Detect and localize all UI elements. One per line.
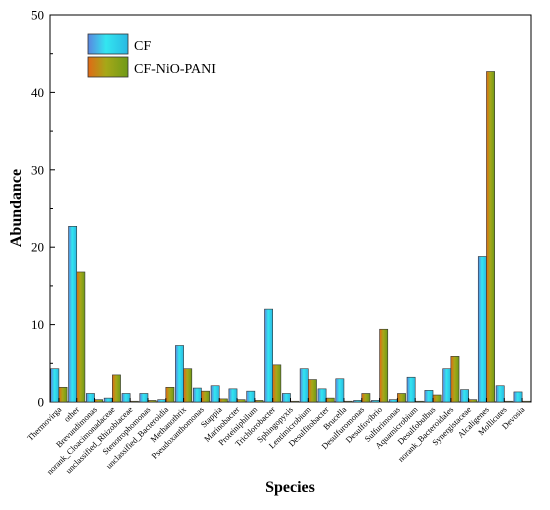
x-tick-label: Thermovirga [25,404,63,442]
bar-cf [353,400,363,403]
bar-cf-nio-pani [325,397,335,403]
bar-cf-nio-pani [361,393,371,403]
legend-swatch-cf [87,33,129,55]
bar-cf [50,368,60,403]
y-tick-label: 20 [31,240,44,255]
bar-cf [299,368,309,403]
bar-cf-nio-pani [58,386,68,403]
bar-cf-nio-pani [290,400,299,403]
bar-cf-nio-pani [147,400,157,403]
bar-cf [139,393,149,403]
bar-cf [460,389,469,403]
x-axis-labels: ThermovirgaotherBrevundimonasnorank_Cloa… [25,398,527,477]
bar-cf [477,256,487,403]
y-tick-label: 40 [31,85,44,100]
bar-cf-nio-pani [397,393,406,403]
bar-cf-nio-pani [503,400,513,403]
y-tick-label: 50 [31,8,44,23]
bar-cf-nio-pani [165,386,175,403]
bar-cf-nio-pani [450,356,460,403]
bar-cf-nio-pani [183,368,193,403]
bar-cf [246,390,256,403]
bar-cf-nio-pani [308,379,317,403]
bar-cf [406,376,416,403]
bar-cf-nio-pani [468,399,478,403]
bar-cf [86,393,95,403]
legend: CF CF-NiO-PANI [87,33,216,78]
y-axis: 0 10 20 30 40 50 [31,8,55,410]
bar-cf-nio-pani [414,400,424,403]
bar-cf [210,385,220,403]
legend-label-cf: CF [134,39,151,54]
legend-swatch-cf-nio-pani [87,56,129,78]
bar-cf-nio-pani [432,394,442,403]
y-axis-title: Abundance [8,169,25,247]
bar-cf [281,393,291,403]
bar-cf [513,391,523,403]
bar-cf [192,387,202,403]
x-axis-title: Species [265,479,315,496]
bar-cf-nio-pani [236,399,246,403]
bar-cf-nio-pani [218,398,228,403]
bar-cf [442,368,452,403]
legend-label-cf-nio-pani: CF-NiO-PANI [134,62,216,77]
bar-cf-nio-pani [254,400,264,403]
bar-cf [317,388,327,403]
bar-cf [264,308,273,403]
bar-cf-nio-pani [379,328,389,403]
bar-cf-nio-pani [201,390,210,403]
bar-cf [424,390,434,403]
bar-cf-nio-pani [129,400,139,403]
bar-cf-nio-pani [112,374,121,403]
bar-cf-nio-pani [486,71,495,403]
bar-cf [388,399,398,403]
bar-cf-nio-pani [94,399,104,403]
y-tick-label: 30 [31,162,44,177]
bar-cf-nio-pani [76,271,86,403]
bar-cf [335,378,345,403]
y-tick-label: 10 [31,317,44,332]
bar-cf [228,388,238,403]
y-tick-label: 0 [38,395,45,410]
bar-cf-nio-pani [272,364,282,403]
bars [50,71,531,403]
bar-cf [68,226,78,403]
bar-cf [157,399,167,403]
bar-cf-nio-pani [343,400,353,403]
bar-cf [121,393,131,403]
bar-cf-nio-pani [521,400,531,403]
bar-cf [103,397,113,403]
bar-cf [175,345,184,403]
bar-cf [495,385,505,403]
bar-cf [371,400,380,403]
